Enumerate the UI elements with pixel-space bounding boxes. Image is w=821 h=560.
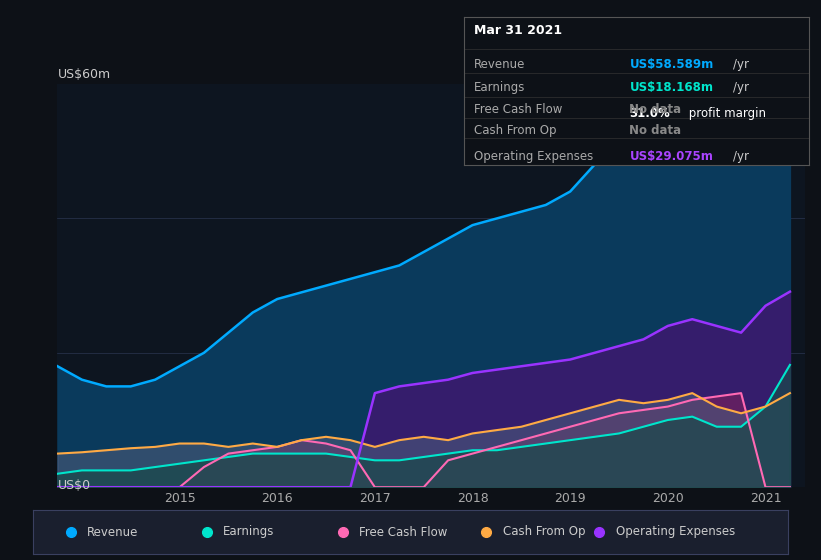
Text: /yr: /yr (733, 58, 749, 71)
Text: Revenue: Revenue (87, 525, 139, 539)
Text: Revenue: Revenue (475, 58, 525, 71)
Text: Cash From Op: Cash From Op (475, 124, 557, 137)
Text: Operating Expenses: Operating Expenses (616, 525, 735, 539)
Text: Earnings: Earnings (475, 81, 525, 94)
Text: US$0: US$0 (57, 479, 90, 492)
Text: profit margin: profit margin (685, 108, 765, 120)
Text: Cash From Op: Cash From Op (502, 525, 585, 539)
Text: Operating Expenses: Operating Expenses (475, 151, 594, 164)
Text: No data: No data (630, 124, 681, 137)
Text: US$29.075m: US$29.075m (630, 151, 713, 164)
Text: Earnings: Earnings (223, 525, 274, 539)
Text: US$60m: US$60m (57, 68, 111, 81)
Text: /yr: /yr (733, 81, 749, 94)
Text: US$58.589m: US$58.589m (630, 58, 713, 71)
Text: /yr: /yr (733, 151, 749, 164)
Text: 31.0%: 31.0% (630, 108, 670, 120)
Text: Free Cash Flow: Free Cash Flow (359, 525, 447, 539)
Text: Mar 31 2021: Mar 31 2021 (475, 24, 562, 37)
Text: US$18.168m: US$18.168m (630, 81, 713, 94)
Text: Free Cash Flow: Free Cash Flow (475, 103, 562, 116)
Text: No data: No data (630, 103, 681, 116)
